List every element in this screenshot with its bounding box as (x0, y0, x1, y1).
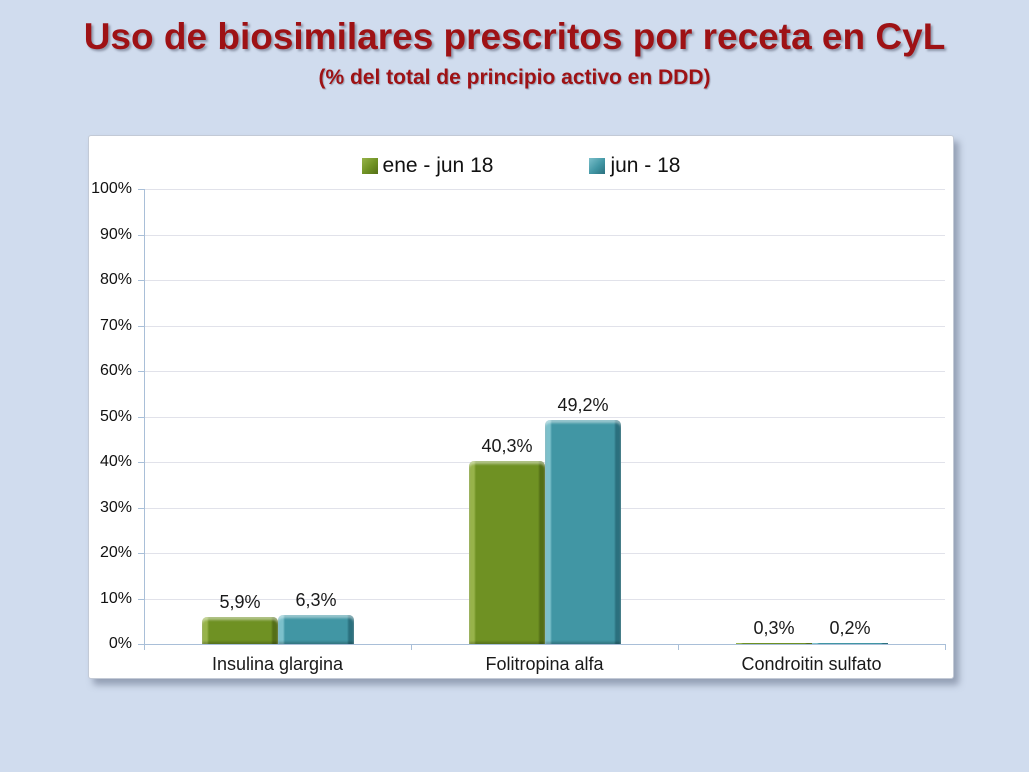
y-gridline (144, 235, 945, 236)
bar-series2 (278, 615, 354, 644)
bar-value-label: 40,3% (481, 436, 533, 456)
y-axis-tick (138, 280, 144, 281)
bar-value-label: 49,2% (557, 395, 609, 415)
y-gridline (144, 462, 945, 463)
category-label: Insulina glargina (211, 654, 344, 674)
bar-series2 (812, 643, 888, 644)
x-axis-tick (411, 644, 412, 650)
page-title: Uso de biosimilares prescritos por recet… (83, 16, 946, 57)
bar-series1 (202, 617, 278, 644)
y-axis-tick-label: 50% (99, 408, 132, 425)
y-axis-tick (138, 235, 144, 236)
y-axis-tick-label: 40% (99, 453, 132, 470)
bar-value-label: 0,3% (753, 618, 795, 638)
legend-key-swatch (361, 158, 378, 174)
chart-legend: ene - jun 18 jun - 18 (89, 154, 953, 178)
legend-item: ene - jun 18 (361, 154, 494, 178)
x-axis-tick (144, 644, 145, 650)
y-axis-tick-label: 90% (99, 226, 132, 243)
plot-area: 0% 10% 20% 30% 40% 50% 60% 70% 80% 90% 100% 5,9% 6,3… (89, 136, 953, 678)
y-axis-tick (138, 417, 144, 418)
category-label: Folitropina alfa (485, 654, 604, 674)
x-axis-tick (945, 644, 946, 650)
y-gridline (144, 417, 945, 418)
y-axis-tick-label: 20% (99, 544, 132, 561)
y-axis-tick-label: 10% (99, 590, 132, 607)
bar-series1 (736, 643, 812, 644)
y-gridline (144, 280, 945, 281)
bar-series2 (545, 420, 621, 644)
legend-item: jun - 18 (589, 154, 680, 178)
y-axis-tick (138, 462, 144, 463)
y-axis-tick-label: 0% (108, 635, 132, 652)
legend-label: jun - 18 (610, 154, 681, 177)
x-axis-tick (678, 644, 679, 650)
bar-value-label: 6,3% (295, 590, 337, 610)
y-axis-tick (138, 326, 144, 327)
y-axis-tick-label: 70% (99, 317, 132, 334)
y-axis-tick (138, 508, 144, 509)
bar-value-label: 0,2% (829, 618, 871, 638)
category-label: Condroitin sulfato (741, 654, 882, 674)
y-axis-tick (138, 599, 144, 600)
y-axis-tick-label: 30% (99, 499, 132, 516)
y-axis-tick-label: 100% (91, 180, 132, 197)
y-gridline (144, 326, 945, 327)
y-axis-tick-label: 60% (99, 362, 132, 379)
bar-value-label: 5,9% (219, 592, 261, 612)
y-axis-tick (138, 644, 144, 645)
x-axis-line (144, 644, 945, 645)
y-axis-tick-label: 80% (99, 271, 132, 288)
chart-panel: ene - jun 18 jun - 18 0% 10% 20% 30% 40% 50% 60… (88, 135, 954, 679)
bar-series1 (469, 461, 545, 644)
y-axis-tick (138, 371, 144, 372)
page-subtitle: (% del total de principio activo en DDD) (318, 66, 711, 89)
y-axis-line (144, 189, 145, 644)
y-axis-tick (138, 553, 144, 554)
y-gridline (144, 189, 945, 190)
legend-key-swatch (589, 158, 606, 174)
legend-label: ene - jun 18 (382, 154, 494, 177)
y-gridline (144, 371, 945, 372)
y-axis-tick (138, 189, 144, 190)
